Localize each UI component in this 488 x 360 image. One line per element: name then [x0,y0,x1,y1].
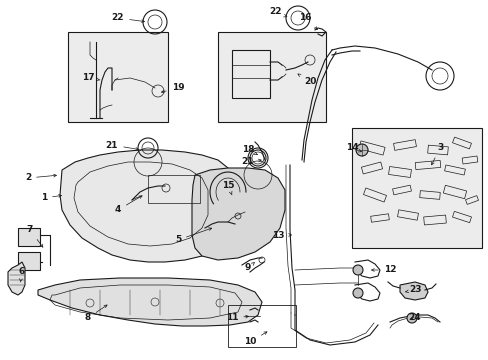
Text: 22: 22 [268,8,286,17]
Text: 17: 17 [81,73,100,82]
Polygon shape [8,262,25,295]
Text: 4: 4 [115,196,142,215]
Polygon shape [60,150,238,262]
Bar [465,195,478,204]
Bar [18,252,40,270]
Bar [148,175,200,203]
Text: 8: 8 [85,305,107,323]
Bar [427,145,447,155]
Bar [423,215,446,225]
Bar [414,161,440,170]
Text: 24: 24 [408,314,421,323]
Circle shape [352,288,362,298]
Text: 5: 5 [175,228,211,244]
Polygon shape [192,168,285,260]
Text: 22: 22 [112,13,144,23]
Text: 13: 13 [271,230,291,239]
Bar [443,185,466,199]
Bar [451,137,470,149]
Text: 15: 15 [221,180,234,195]
Bar [392,185,410,195]
Text: 2: 2 [25,174,56,183]
Bar [397,210,418,220]
Text: 19: 19 [161,84,184,93]
Text: 10: 10 [244,332,266,346]
Bar [444,165,465,175]
Polygon shape [38,278,262,326]
Text: 1: 1 [41,194,61,202]
Text: 18: 18 [241,145,257,155]
Text: 23: 23 [405,285,420,294]
Bar [358,141,385,155]
Bar [419,191,439,199]
Bar [227,305,295,347]
Bar [231,50,269,98]
Circle shape [355,144,367,156]
Text: 9: 9 [244,262,254,273]
Bar [388,167,410,177]
Text: 3: 3 [431,144,442,165]
Bar [18,228,40,246]
Bar [351,128,481,248]
Circle shape [352,265,362,275]
Text: 20: 20 [297,74,316,86]
Bar [461,156,477,164]
Bar [218,32,325,122]
Bar [363,188,386,202]
Polygon shape [399,282,427,300]
Text: 21: 21 [105,140,138,150]
Text: 6: 6 [19,267,25,282]
Circle shape [406,313,416,323]
Text: 7: 7 [27,225,43,247]
Bar [393,140,416,150]
Bar [361,162,382,174]
Bar [370,214,388,222]
Bar [451,211,470,222]
Text: 14: 14 [345,144,361,153]
Bar [68,32,168,122]
Text: 11: 11 [225,314,248,323]
Text: 16: 16 [298,13,317,30]
Text: 12: 12 [371,266,395,274]
Text: 21: 21 [241,158,261,166]
